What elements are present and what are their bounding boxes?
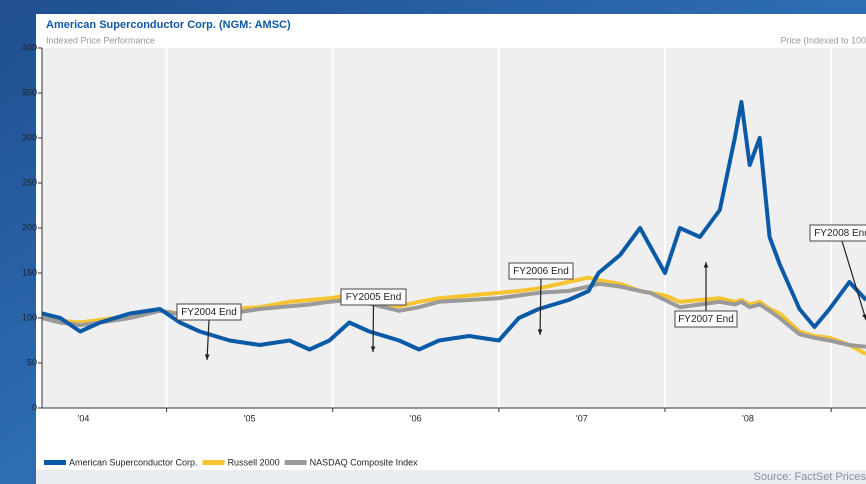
y-tick-label: 50	[27, 357, 37, 367]
plot-area	[42, 48, 866, 408]
x-tick-label: '07	[576, 413, 588, 423]
annotation-arrow	[206, 319, 210, 361]
annotation-arrowhead	[703, 262, 709, 268]
legend-label: American Superconductor Corp.	[69, 457, 198, 467]
source: Source: FactSet Prices	[754, 471, 866, 483]
annotation-label: FY2006 End	[513, 266, 569, 277]
footer	[36, 470, 866, 484]
annotation-label: FY2007 End	[678, 314, 734, 325]
legend-swatch	[284, 460, 307, 465]
annotation-arrowhead	[204, 354, 210, 360]
annotation-arrowhead	[537, 329, 543, 335]
annotation-label: FY2004 End	[181, 307, 237, 318]
chart-title: American Superconductor Corp. (NGM: AMSC…	[46, 19, 291, 31]
x-tick-label: '08	[742, 413, 754, 423]
y-tick-label: 400	[22, 42, 37, 52]
y-tick-label: 100	[22, 312, 37, 322]
y-tick-label: 250	[22, 177, 37, 187]
annotation-box	[508, 262, 574, 280]
annotation-box	[674, 310, 738, 328]
y-axis-label: Price (Indexed to 100	[780, 35, 866, 45]
x-tick-label: '06	[410, 413, 422, 423]
annotation-label: FY2005 End	[346, 292, 402, 303]
annotation-arrowhead	[370, 346, 376, 352]
y-tick-label: 150	[22, 267, 37, 277]
x-tick-label: '05	[244, 413, 256, 423]
annotation-arrow	[539, 278, 542, 336]
annotation-box	[176, 303, 242, 321]
series-line	[41, 100, 866, 352]
legend-swatch	[44, 460, 66, 465]
annotation-box	[340, 288, 407, 306]
y-tick-label: 350	[22, 87, 37, 97]
annotation-box	[809, 224, 866, 242]
annotation-arrowhead	[862, 314, 866, 320]
annotation-arrow	[841, 240, 866, 321]
legend-swatch	[202, 460, 225, 465]
legend-label: Russell 2000	[228, 457, 280, 467]
y-tick-label: 300	[22, 132, 37, 142]
annotation-arrow	[372, 304, 375, 353]
subtitle: Indexed Price Performance	[46, 35, 155, 45]
y-tick-label: 200	[22, 222, 37, 232]
legend-label: NASDAQ Composite Index	[310, 457, 419, 467]
x-tick-label: '04	[78, 413, 90, 423]
annotation-label: FY2008 End	[814, 228, 866, 239]
y-tick-label: 0	[32, 402, 37, 412]
